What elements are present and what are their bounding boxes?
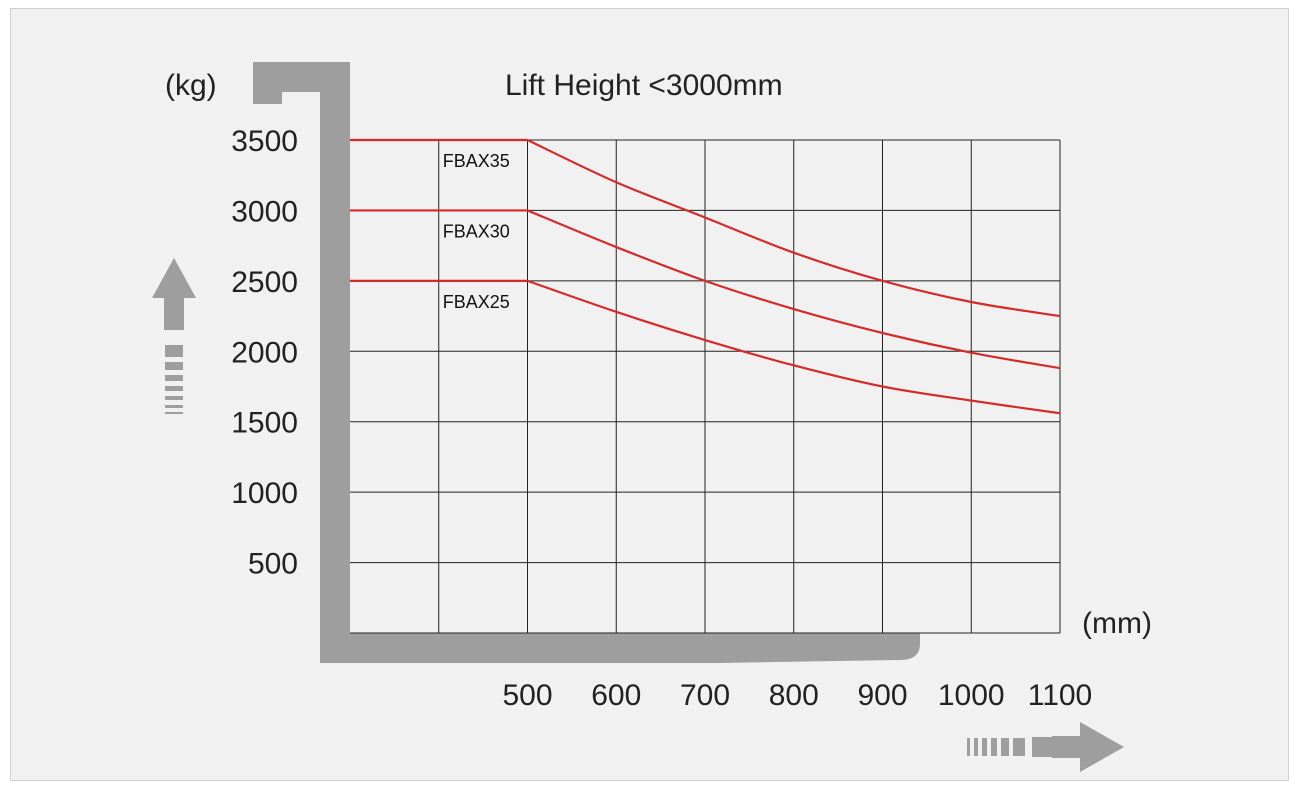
series-line-fbax30: [350, 209, 1061, 370]
series-label-fbax35: FBAX35: [443, 151, 510, 171]
x-tick-label: 800: [769, 679, 819, 712]
series-label-fbax30: FBAX30: [443, 221, 510, 241]
y-tick-label: 2500: [231, 266, 298, 299]
labels-group: 3500 3000 2500 2000 1500 1000 500 500 600 700 800 9…: [231, 125, 1092, 712]
x-tick-label: 500: [502, 679, 552, 712]
y-tick-label: 3500: [231, 125, 298, 158]
series-label-fbax25: FBAX25: [443, 292, 510, 312]
x-tick-label: 600: [591, 679, 641, 712]
x-tick-label: 700: [680, 679, 730, 712]
y-tick-label: 500: [248, 548, 298, 581]
series-line-fbax25: [350, 279, 1061, 415]
x-unit-label: (mm): [1082, 607, 1152, 640]
y-tick-label: 3000: [231, 195, 298, 228]
x-tick-label: 1000: [938, 679, 1005, 712]
y-tick-label: 1000: [231, 477, 298, 510]
x-tick-label: 1100: [1028, 679, 1093, 712]
x-tick-label: 900: [857, 679, 907, 712]
arrow-right-icon: [967, 722, 1124, 772]
fork-silhouette: [253, 62, 920, 663]
y-tick-label: 2000: [231, 336, 298, 369]
arrow-up-icon: [152, 258, 196, 414]
y-unit-label: (kg): [165, 69, 217, 102]
series-group: [350, 138, 1061, 415]
series-line-fbax35: [350, 138, 1061, 318]
grid: [350, 139, 1061, 634]
y-tick-label: 1500: [231, 407, 298, 440]
chart-title: Lift Height <3000mm: [505, 69, 783, 102]
